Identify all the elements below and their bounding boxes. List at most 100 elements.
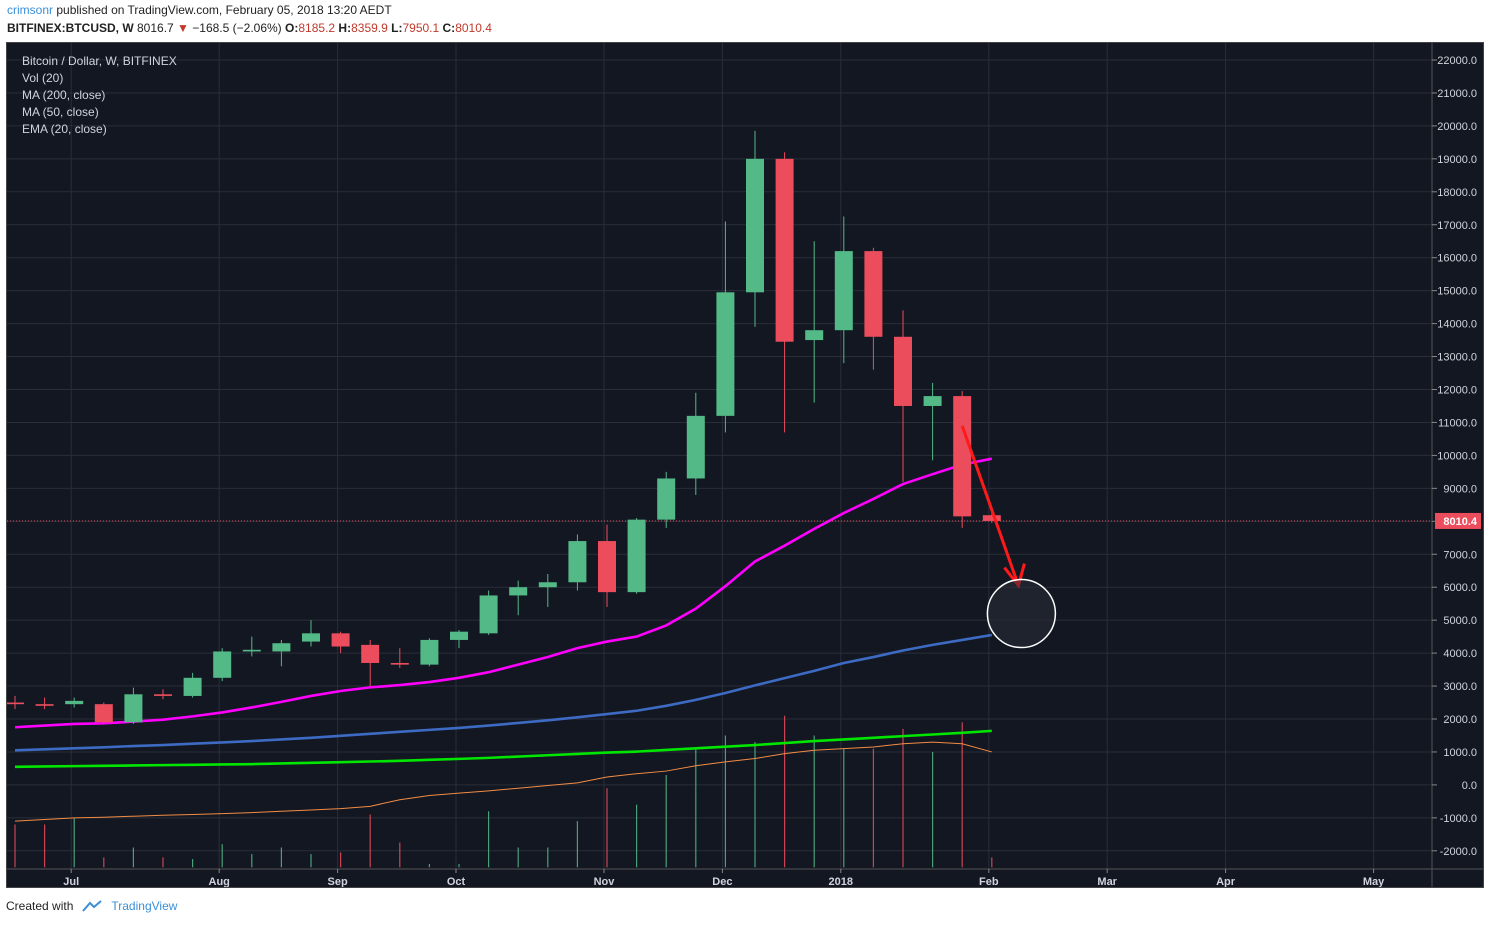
price-axis-label: 18000.0 xyxy=(1437,187,1477,199)
price-axis-label: 22000.0 xyxy=(1437,55,1477,67)
time-axis-label: Dec xyxy=(712,876,732,887)
price-axis-label: 12000.0 xyxy=(1437,385,1477,397)
candle-body[interactable] xyxy=(213,651,232,678)
candle-body[interactable] xyxy=(124,694,143,723)
publish-info: crimsonr published on TradingView.com, F… xyxy=(7,3,392,17)
open-label: O: xyxy=(285,21,299,35)
chart-panel[interactable]: 22000.0 21000.0 20000.0 19000.0 18000.0 17000… xyxy=(6,42,1484,888)
candle-body[interactable] xyxy=(864,251,883,337)
candle-body[interactable] xyxy=(982,515,1001,521)
down-arrow-icon: ▼ xyxy=(177,21,189,35)
candle-body[interactable] xyxy=(805,330,824,341)
price-axis-label: 20000.0 xyxy=(1437,121,1477,133)
publisher-username[interactable]: crimsonr xyxy=(7,3,54,17)
candle-body[interactable] xyxy=(420,639,439,665)
price-axis-label: 13000.0 xyxy=(1437,352,1477,364)
candle-body[interactable] xyxy=(657,478,676,520)
price-axis-label: 21000.0 xyxy=(1437,88,1477,100)
price-axis-label: 2000.0 xyxy=(1443,714,1477,726)
time-axis-label: Feb xyxy=(979,876,999,887)
series-line-4 xyxy=(14,741,992,822)
legend-ma200[interactable]: MA (200, close) xyxy=(22,88,106,102)
price-axis-label: 19000.0 xyxy=(1437,154,1477,166)
tradingview-logo-icon xyxy=(82,900,103,912)
price-axis-label: 17000.0 xyxy=(1437,220,1477,232)
candle-body[interactable] xyxy=(775,158,794,342)
price-axis-label: 16000.0 xyxy=(1437,253,1477,265)
price-axis-label: 6000.0 xyxy=(1443,582,1477,594)
legend-ma50[interactable]: MA (50, close) xyxy=(22,105,99,119)
price-axis-label: 15000.0 xyxy=(1437,286,1477,298)
candle-body[interactable] xyxy=(834,251,853,331)
candle-body[interactable] xyxy=(272,643,291,652)
price-axis-label: -2000.0 xyxy=(1440,846,1477,858)
publish-text: published on TradingView.com, February 0… xyxy=(56,3,392,17)
annotation-arrow[interactable] xyxy=(960,425,1020,587)
candle-body[interactable] xyxy=(331,633,350,647)
candle-body[interactable] xyxy=(568,541,587,583)
candle-body[interactable] xyxy=(598,541,616,593)
candle-body[interactable] xyxy=(94,704,113,723)
high-label: H: xyxy=(338,21,352,35)
price-axis-label: 11000.0 xyxy=(1438,417,1477,429)
candle-body[interactable] xyxy=(509,587,528,596)
price-axis-label: 14000.0 xyxy=(1437,319,1477,331)
close-value: 8010.4 xyxy=(455,21,492,35)
candle-body[interactable] xyxy=(154,694,172,696)
price-axis-label: 9000.0 xyxy=(1443,483,1477,495)
candle-body[interactable] xyxy=(390,662,409,665)
annotation-circle[interactable] xyxy=(986,578,1057,649)
time-axis-label: Sep xyxy=(328,876,348,887)
candle-body[interactable] xyxy=(627,519,646,593)
price-axis-label: 5000.0 xyxy=(1443,615,1477,627)
legend-title: Bitcoin / Dollar, W, BITFINEX xyxy=(22,54,177,68)
legend-volume[interactable]: Vol (20) xyxy=(22,71,64,85)
candle-body[interactable] xyxy=(716,292,735,416)
candle-body[interactable] xyxy=(35,704,54,706)
price-axis-label: -1000.0 xyxy=(1440,813,1477,825)
series-line-2 xyxy=(14,633,993,752)
candle-body[interactable] xyxy=(183,677,202,696)
price-axis-label: 7000.0 xyxy=(1443,549,1477,561)
footer: Created with TradingView xyxy=(6,899,177,913)
candle-body[interactable] xyxy=(746,158,764,293)
price-axis-label: 3000.0 xyxy=(1443,681,1477,693)
created-with-text: Created with xyxy=(6,899,74,913)
plot-background xyxy=(7,43,1483,887)
last-price: 8016.7 xyxy=(137,21,174,35)
low-label: L: xyxy=(391,21,403,35)
time-axis-label: May xyxy=(1363,876,1385,887)
time-axis-label: Jul xyxy=(63,876,79,887)
price-axis-label: 0.0 xyxy=(1462,780,1477,792)
price-chart[interactable]: 22000.0 21000.0 20000.0 19000.0 18000.0 17000… xyxy=(7,43,1483,887)
time-axis-label: Apr xyxy=(1216,876,1236,887)
candle-body[interactable] xyxy=(479,595,498,634)
symbol-label: BITFINEX:BTCUSD, W xyxy=(7,21,134,35)
tradingview-link[interactable]: TradingView xyxy=(111,899,178,913)
close-label: C: xyxy=(442,21,456,35)
series-line-3 xyxy=(14,729,992,769)
candle-body[interactable] xyxy=(361,644,380,663)
candle-body[interactable] xyxy=(302,633,320,642)
price-change: −168.5 (−2.06%) xyxy=(192,21,282,35)
open-value: 8185.2 xyxy=(298,21,336,35)
candle-body[interactable] xyxy=(242,649,261,652)
price-axis-label: 4000.0 xyxy=(1443,648,1477,660)
time-axis-label: Nov xyxy=(594,876,616,887)
high-value: 8359.9 xyxy=(351,21,388,35)
current-price-badge xyxy=(1435,512,1481,529)
candle-body[interactable] xyxy=(953,396,972,517)
candle-body[interactable] xyxy=(686,415,705,479)
candle-body[interactable] xyxy=(894,336,912,406)
candle-body[interactable] xyxy=(538,582,557,588)
price-axis-label: 1000.0 xyxy=(1443,747,1477,759)
low-value: 7950.1 xyxy=(402,21,440,35)
candle-body[interactable] xyxy=(923,396,942,406)
candle-body[interactable] xyxy=(7,702,24,705)
current-price-label: 8010.4 xyxy=(1443,516,1478,528)
time-axis-label: Mar xyxy=(1097,876,1117,887)
legend-ema20[interactable]: EMA (20, close) xyxy=(22,122,107,136)
symbol-ohlc-line: BITFINEX:BTCUSD, W 8016.7 ▼ −168.5 (−2.0… xyxy=(7,21,492,35)
candle-body[interactable] xyxy=(65,700,84,705)
candle-body[interactable] xyxy=(450,631,468,640)
